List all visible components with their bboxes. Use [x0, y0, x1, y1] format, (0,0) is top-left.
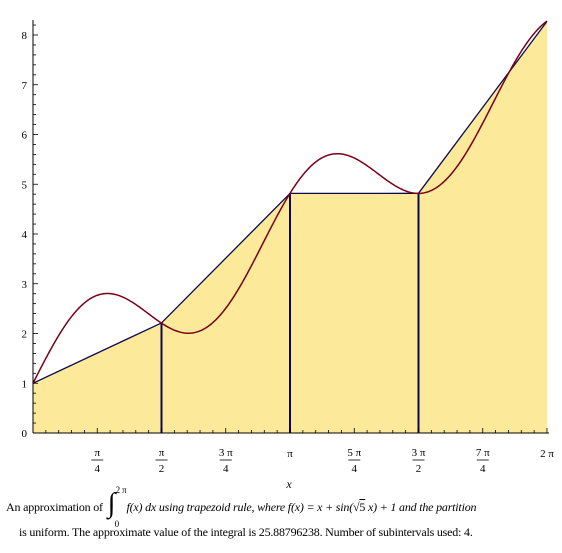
x-tick-numerator: 3 π: [412, 447, 426, 459]
caption-line-2: is uniform. The approximate value of the…: [19, 525, 473, 539]
integral-lower: 0: [114, 519, 120, 529]
caption-text-c: x) + 1 and the partition: [368, 499, 477, 514]
x-tick-denominator: 4: [352, 463, 358, 475]
y-tick-label: 4: [22, 229, 28, 241]
sqrt-sign: √: [353, 499, 360, 514]
y-tick-label: 2: [22, 329, 28, 341]
function-curve: [32, 20, 548, 384]
x-tick-denominator: 4: [480, 463, 486, 475]
function-curve-group: [32, 20, 548, 384]
x-tick-denominator: 2: [159, 463, 165, 475]
y-tick-label: 3: [22, 279, 28, 291]
x-tick-labels: π 4 π 2 3 π 4 π 5 π 4 3 π 2 7 π 4 2 π: [91, 447, 554, 475]
trapezoid-plot: 0 1 2 3 4 5 6 7 8 π 4 π 2 3 π 4 π 5 π 4 3 π 2 7 π 4 2 π x: [22, 20, 554, 488]
integral-upper: 2 π: [115, 485, 127, 495]
caption-text-b: f(x) dx using trapezoid rule, where f(x)…: [126, 499, 353, 514]
y-tick-label: 5: [22, 179, 28, 191]
trapezoid-1: [33, 322, 162, 433]
y-tick-label: 6: [22, 130, 28, 142]
trapezoid-3: [290, 193, 419, 433]
x-tick-numerator: π: [159, 447, 165, 459]
x-tick-numerator: 5 π: [347, 447, 361, 459]
caption-line-1: An approximation of ∫ 2 π 0 f(x) dx usin…: [6, 485, 477, 529]
integral-sign: ∫ 2 π 0: [106, 485, 127, 529]
axes: [32, 20, 549, 434]
trapezoid-verticals: [160, 193, 420, 433]
x-axis-label: x: [285, 477, 292, 488]
sqrt-argument: 5: [359, 499, 366, 514]
x-tick-numerator: π: [94, 447, 100, 459]
integral-symbol: ∫: [107, 488, 116, 519]
y-tick-labels: 0 1 2 3 4 5 6 7 8: [22, 30, 28, 440]
trapezoid-top-edge-4: [417, 20, 548, 194]
trapezoid-top-edge-1: [32, 322, 162, 384]
trapezoid-fills: [32, 20, 548, 433]
trapezoid-4: [418, 21, 547, 433]
x-tick-numerator: 7 π: [476, 447, 490, 459]
x-tick-denominator: 2: [416, 463, 422, 475]
x-tick-label: π: [287, 448, 293, 460]
y-tick-label: 1: [22, 378, 28, 390]
y-tick-label: 0: [22, 428, 28, 440]
y-tick-label: 7: [22, 80, 28, 92]
caption-text-a: An approximation of: [6, 499, 103, 514]
x-tick-denominator: 4: [95, 463, 101, 475]
x-tick-denominator: 4: [223, 463, 229, 475]
trapezoid-top-edge-2: [161, 192, 291, 324]
x-tick-label: 2 π: [540, 448, 554, 460]
y-tick-label: 8: [22, 30, 28, 42]
x-tick-numerator: 3 π: [219, 447, 233, 459]
